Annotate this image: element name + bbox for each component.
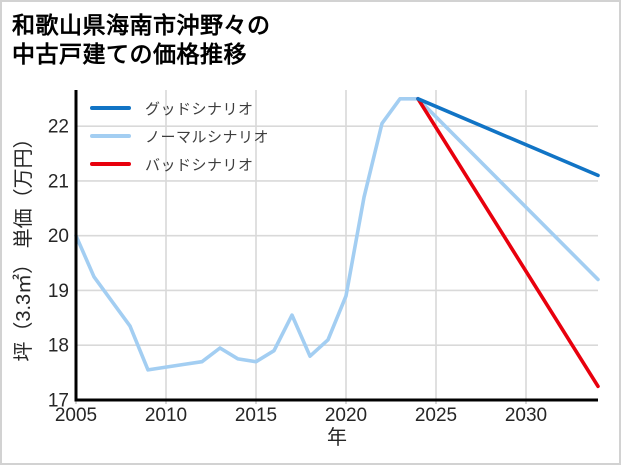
- y-tick-label-20: 20: [48, 226, 69, 247]
- x-tick-label-2015: 2015: [235, 405, 277, 426]
- legend-label-normal: ノーマルシナリオ: [145, 128, 270, 146]
- legend-item-normal: ノーマルシナリオ: [90, 122, 269, 150]
- legend: グッドシナリオ ノーマルシナリオ バッドシナリオ: [90, 94, 269, 178]
- y-tick-label-19: 19: [48, 281, 69, 302]
- series-line-1: [74, 97, 600, 372]
- x-axis-label: 年: [327, 426, 347, 449]
- legend-label-bad: バッドシナリオ: [145, 156, 254, 174]
- legend-item-bad: バッドシナリオ: [90, 150, 269, 178]
- series-line-0: [416, 97, 600, 178]
- y-tick-label-21: 21: [48, 171, 69, 192]
- x-tick-label-2005: 2005: [55, 405, 97, 426]
- y-tick-label-22: 22: [48, 117, 69, 138]
- x-tick-label-2020: 2020: [325, 405, 367, 426]
- legend-label-good: グッドシナリオ: [145, 100, 254, 118]
- series-line-2: [416, 97, 600, 389]
- chart-title-line2: 中古戸建ての価格推移: [12, 41, 247, 67]
- y-tick-label-18: 18: [48, 336, 69, 357]
- chart-title-line1: 和歌山県海南市沖野々の: [12, 12, 271, 38]
- x-tick-label-2010: 2010: [145, 405, 187, 426]
- legend-swatch-normal: [90, 133, 131, 139]
- legend-item-good: グッドシナリオ: [90, 94, 269, 122]
- x-tick-label-2030: 2030: [505, 405, 547, 426]
- x-tick-label-2025: 2025: [415, 405, 457, 426]
- legend-swatch-bad: [90, 161, 131, 167]
- chart-title: 和歌山県海南市沖野々の 中古戸建ての価格推移: [12, 11, 271, 69]
- y-tick-label-17: 17: [48, 391, 69, 412]
- y-axis-label: 坪（3.3㎡） 単価（万円）: [11, 128, 35, 361]
- legend-swatch-good: [90, 105, 131, 111]
